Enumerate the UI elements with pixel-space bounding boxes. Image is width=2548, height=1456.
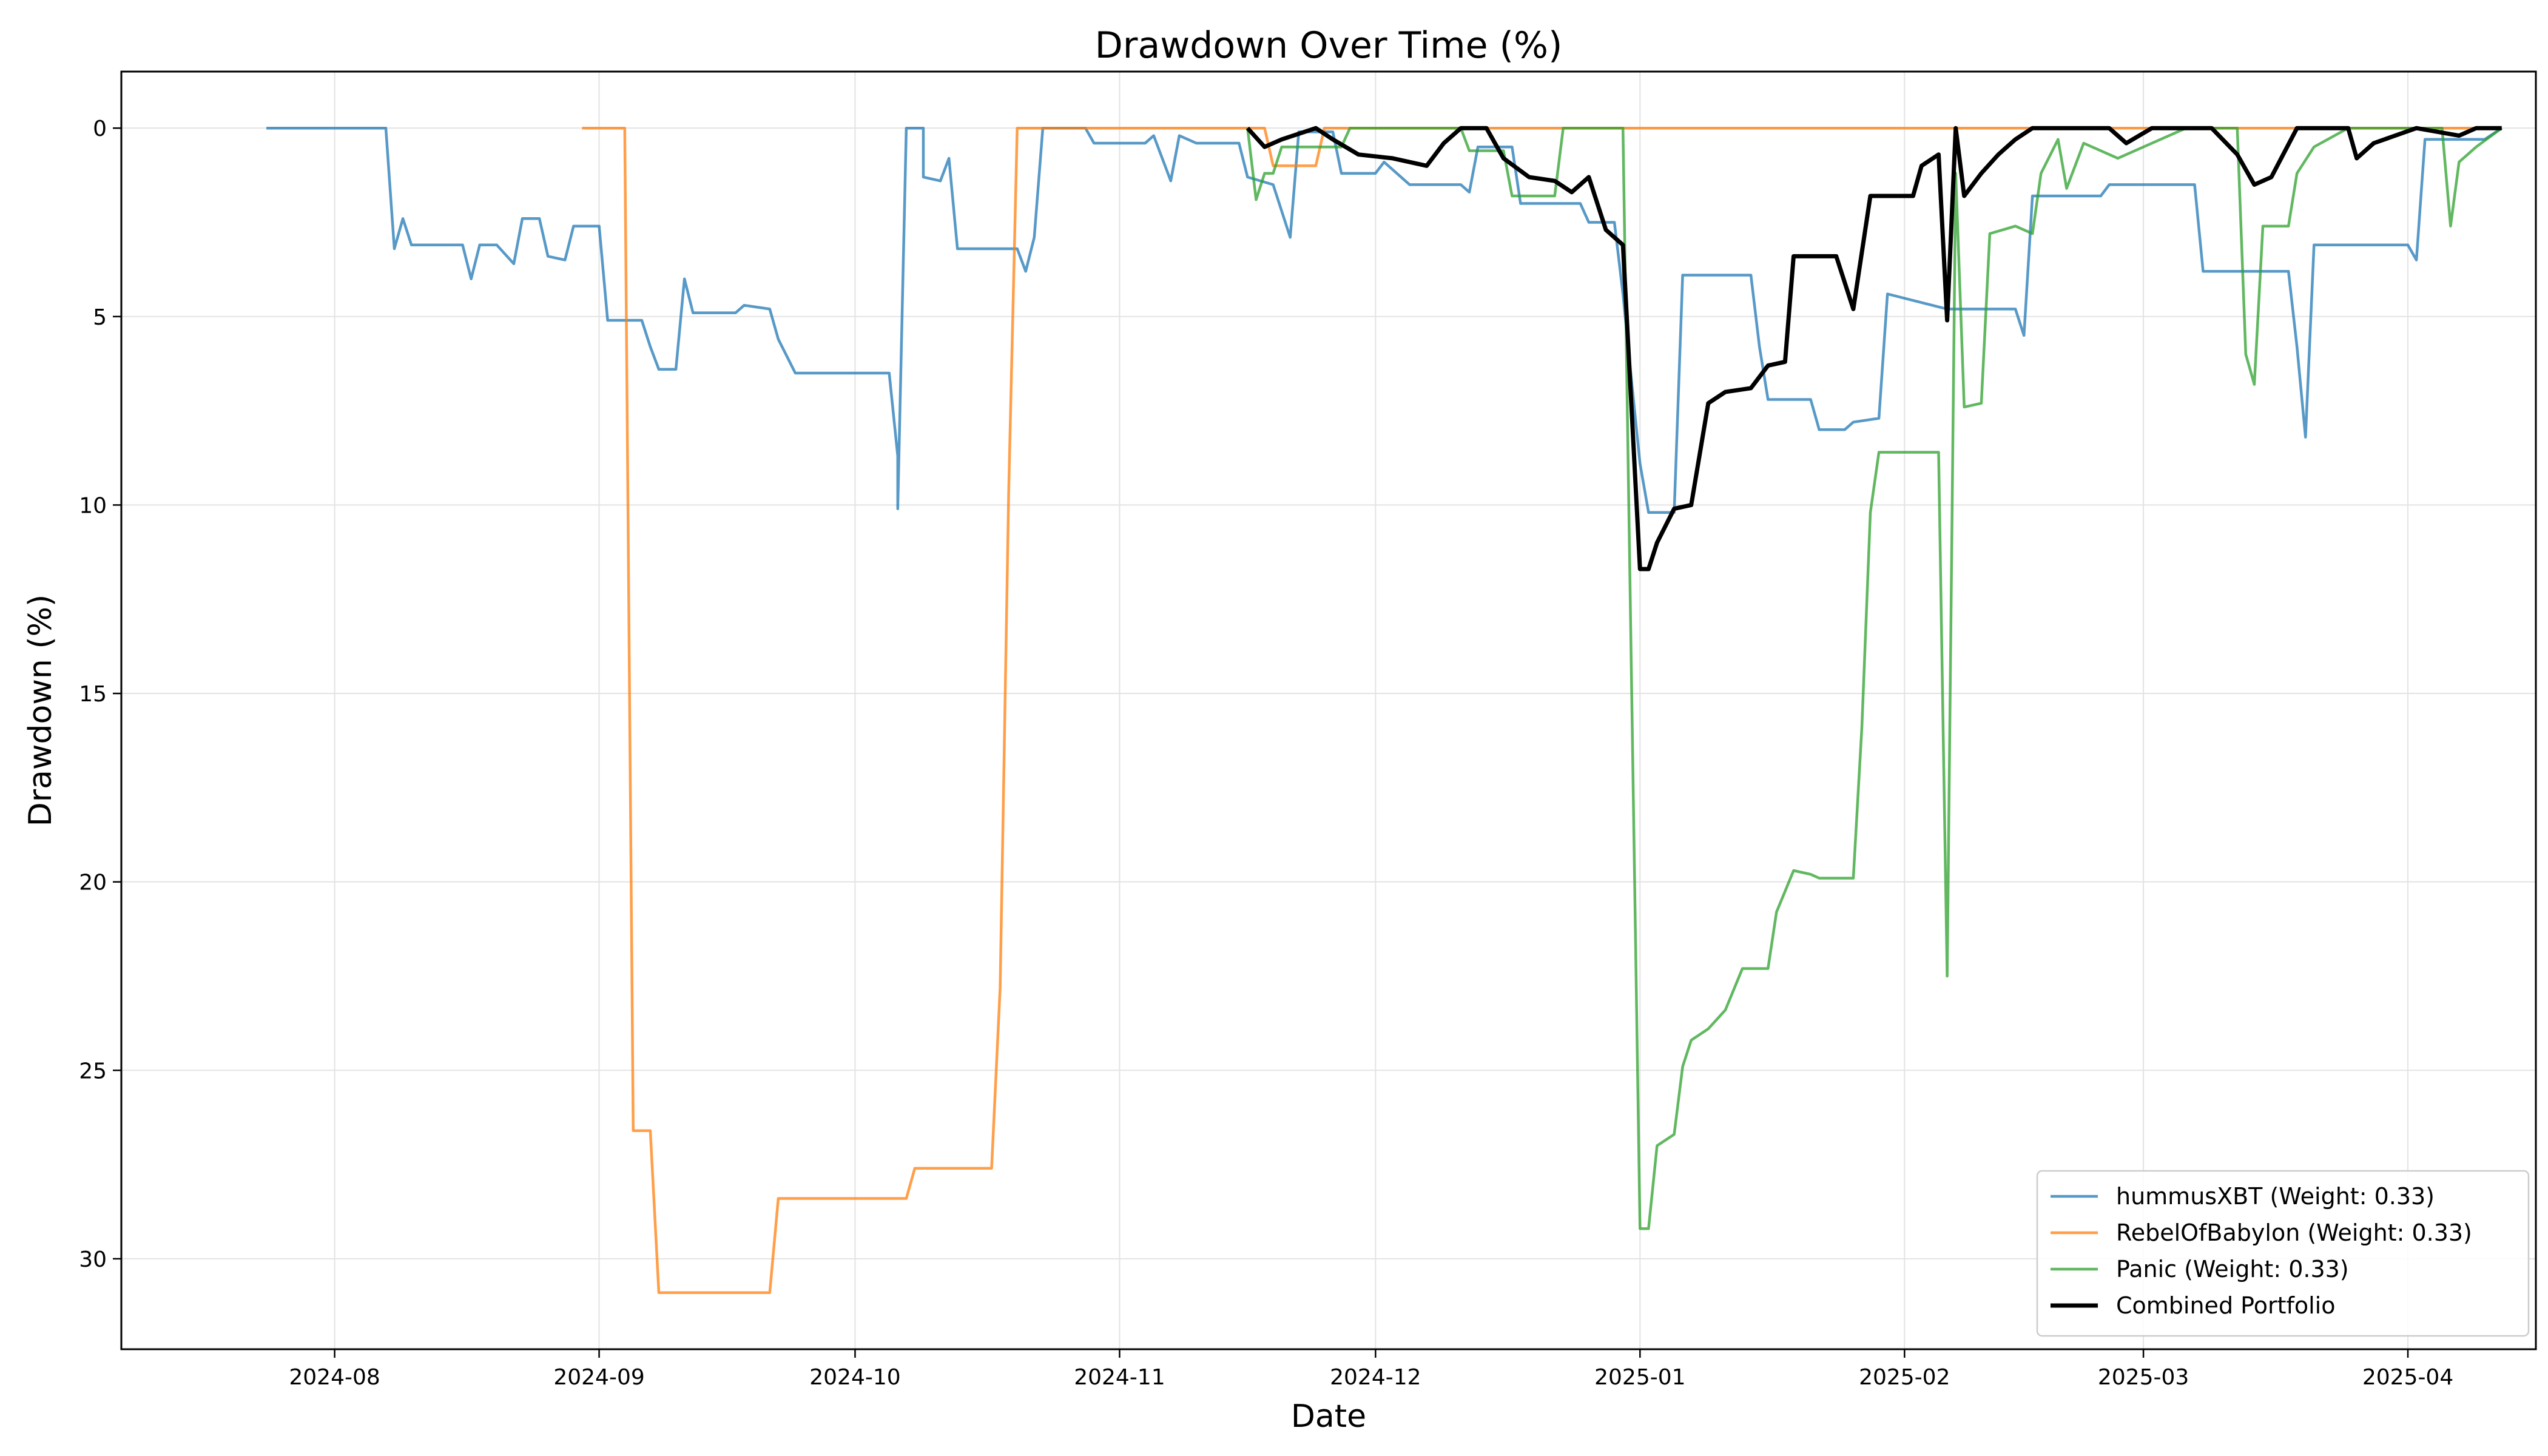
x-tick-label-1: 2024-09 (553, 1365, 644, 1390)
series-line-1 (582, 126, 2502, 1295)
x-axis-ticks: 2024-08 2024-09 2024-10 2024-11 2024-12 2025-… (289, 1349, 2453, 1390)
legend: hummusXBT (Weight: 0.33) RebelOfBabylon (… (2036, 1170, 2530, 1337)
legend-label-2: Panic (Weight: 0.33) (2116, 1256, 2349, 1282)
legend-label-3: Combined Portfolio (2116, 1292, 2335, 1319)
x-axis-title: Date (1291, 1398, 1366, 1435)
y-axis-title: Drawdown (%) (22, 595, 59, 827)
chart-title: Drawdown Over Time (%) (1095, 24, 1563, 67)
series-line-3 (1245, 126, 2502, 571)
series-line-2 (1246, 126, 2503, 1230)
y-tick-label-5: 25 (79, 1059, 107, 1084)
series-lines (266, 126, 2503, 1295)
plot-frame (120, 70, 2537, 1350)
y-tick-label-0: 0 (93, 116, 107, 141)
x-tick-label-7: 2025-03 (2098, 1365, 2189, 1390)
y-tick-label-1: 5 (93, 305, 107, 330)
legend-label-0: hummusXBT (Weight: 0.33) (2116, 1183, 2435, 1210)
legend-box (2036, 1170, 2530, 1337)
y-tick-label-2: 10 (79, 493, 107, 518)
x-tick-label-0: 2024-08 (289, 1365, 380, 1390)
series-line-0 (266, 126, 2502, 514)
y-tick-label-3: 15 (79, 682, 107, 707)
y-tick-label-6: 30 (79, 1247, 107, 1272)
x-tick-label-4: 2024-12 (1330, 1365, 1421, 1390)
x-tick-label-3: 2024-11 (1074, 1365, 1165, 1390)
legend-label-1: RebelOfBabylon (Weight: 0.33) (2116, 1219, 2472, 1246)
x-tick-label-8: 2025-04 (2362, 1365, 2453, 1390)
x-tick-label-5: 2025-01 (1594, 1365, 1685, 1390)
x-tick-label-2: 2024-10 (809, 1365, 900, 1390)
grid (121, 72, 2536, 1349)
y-axis-ticks: 0 5 10 15 20 25 30 (79, 116, 121, 1272)
x-tick-label-6: 2025-02 (1859, 1365, 1950, 1390)
y-tick-label-4: 20 (79, 871, 107, 895)
